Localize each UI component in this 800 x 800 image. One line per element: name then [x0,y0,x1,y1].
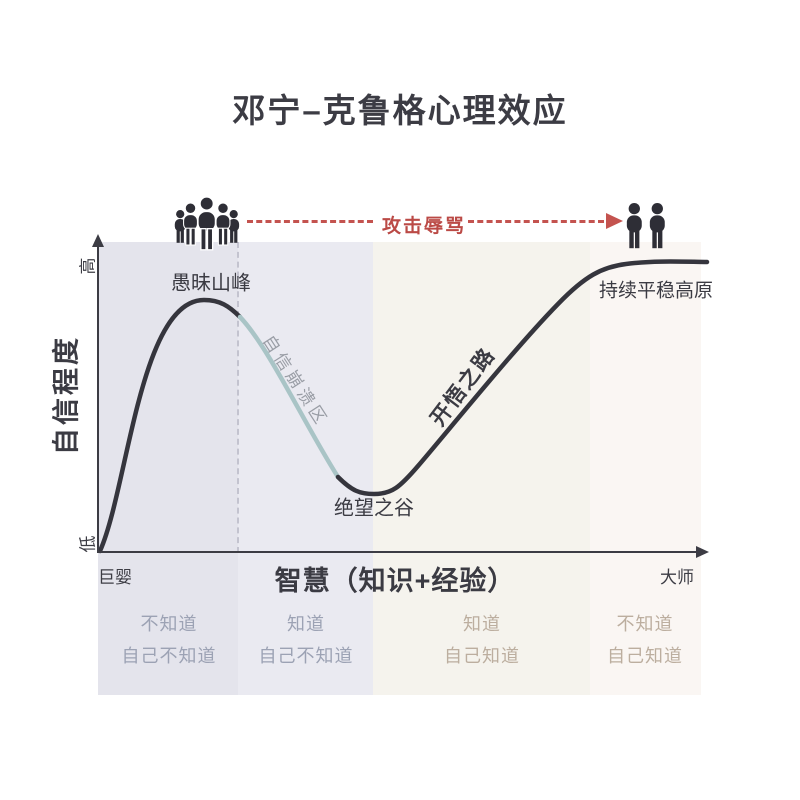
x-axis-arrow-icon [696,546,709,558]
zone-caption-3: 知道 自己知道 [392,608,572,672]
attack-arrow-dash-right [468,220,604,223]
zone-caption-3-line2: 自己知道 [444,646,520,666]
zone-band-4 [590,242,701,695]
y-axis-tick-low: 低 [78,535,98,553]
dashed-divider-line [237,242,239,553]
label-peak-of-ignorance: 愚昧山峰 [171,272,251,295]
label-plateau-of-sustainability: 持续平稳高原 [598,280,714,302]
zone-band-2 [238,242,373,695]
label-valley-of-despair: 绝望之谷 [334,497,414,520]
curve-segment-valley-to-plateau [335,259,710,497]
zone-caption-4-line2: 自己知道 [607,646,683,666]
zone-caption-3-line1: 知道 [463,614,501,634]
zone-caption-4: 不知道 自己知道 [555,608,735,672]
page-title: 邓宁–克鲁格心理效应 [232,92,568,129]
curve-segment-rise-and-peak [97,297,243,554]
zone-band-3 [373,242,590,695]
y-axis-arrow-icon [92,234,104,247]
zone-caption-2-line1: 知道 [287,614,325,634]
y-axis-tick-high: 高 [78,257,98,275]
zone-caption-2-line2: 自己不知道 [258,646,354,666]
zone-caption-1-line2: 自己不知道 [121,646,217,666]
zone-caption-2: 知道 自己不知道 [216,608,396,672]
attack-arrow-head-icon [606,213,623,229]
x-axis-tick-start: 巨婴 [98,568,132,587]
x-axis-line [98,551,698,553]
zone-caption-4-line1: 不知道 [616,614,674,634]
y-axis-title: 自信程度 [51,335,82,455]
x-axis-title: 智慧（知识+经验） [274,566,516,596]
x-axis-tick-end: 大师 [660,568,694,587]
attack-arrow-dash-left [247,220,373,223]
y-axis-line [97,246,99,553]
zone-caption-1: 不知道 自己不知道 [79,608,259,672]
zone-caption-1-line1: 不知道 [140,614,198,634]
attack-arrow-label: 攻击辱骂 [382,216,467,237]
curve-segment-collapse [237,314,341,480]
